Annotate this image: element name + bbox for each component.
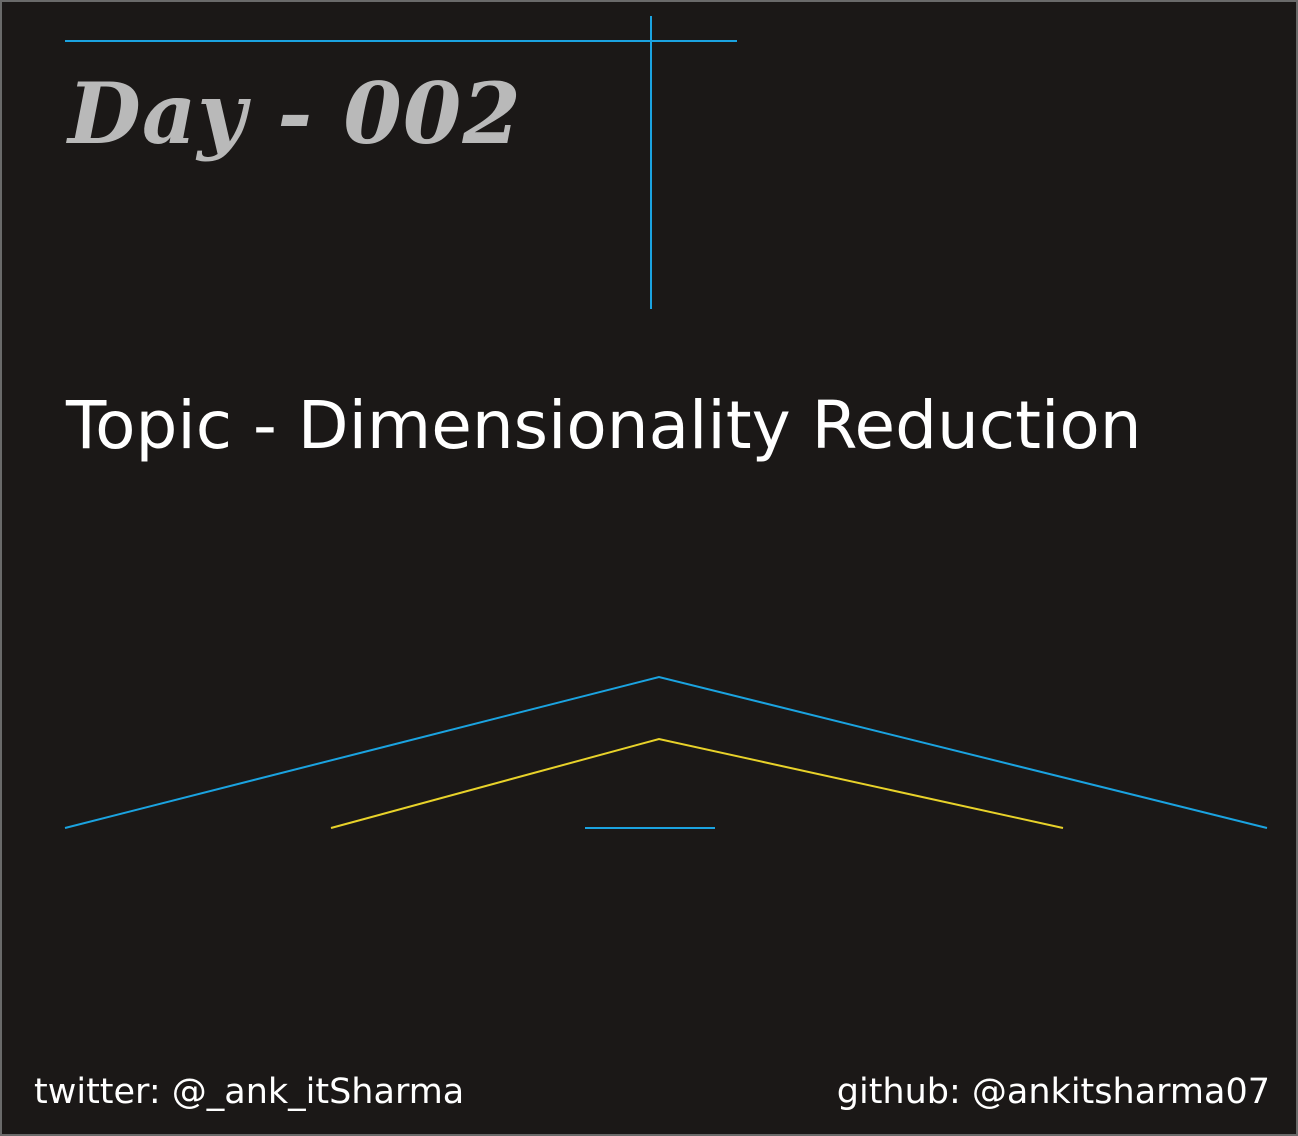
twitter-handle: twitter: @_ank_itSharma bbox=[34, 1072, 465, 1112]
topic-heading: Topic - Dimensionality Reduction bbox=[66, 387, 1142, 464]
outer-chevron-line bbox=[64, 675, 1268, 829]
github-handle: github: @ankitsharma07 bbox=[836, 1072, 1270, 1112]
day-title: Day - 002 bbox=[68, 64, 522, 163]
inner-chevron-line bbox=[330, 737, 1064, 829]
